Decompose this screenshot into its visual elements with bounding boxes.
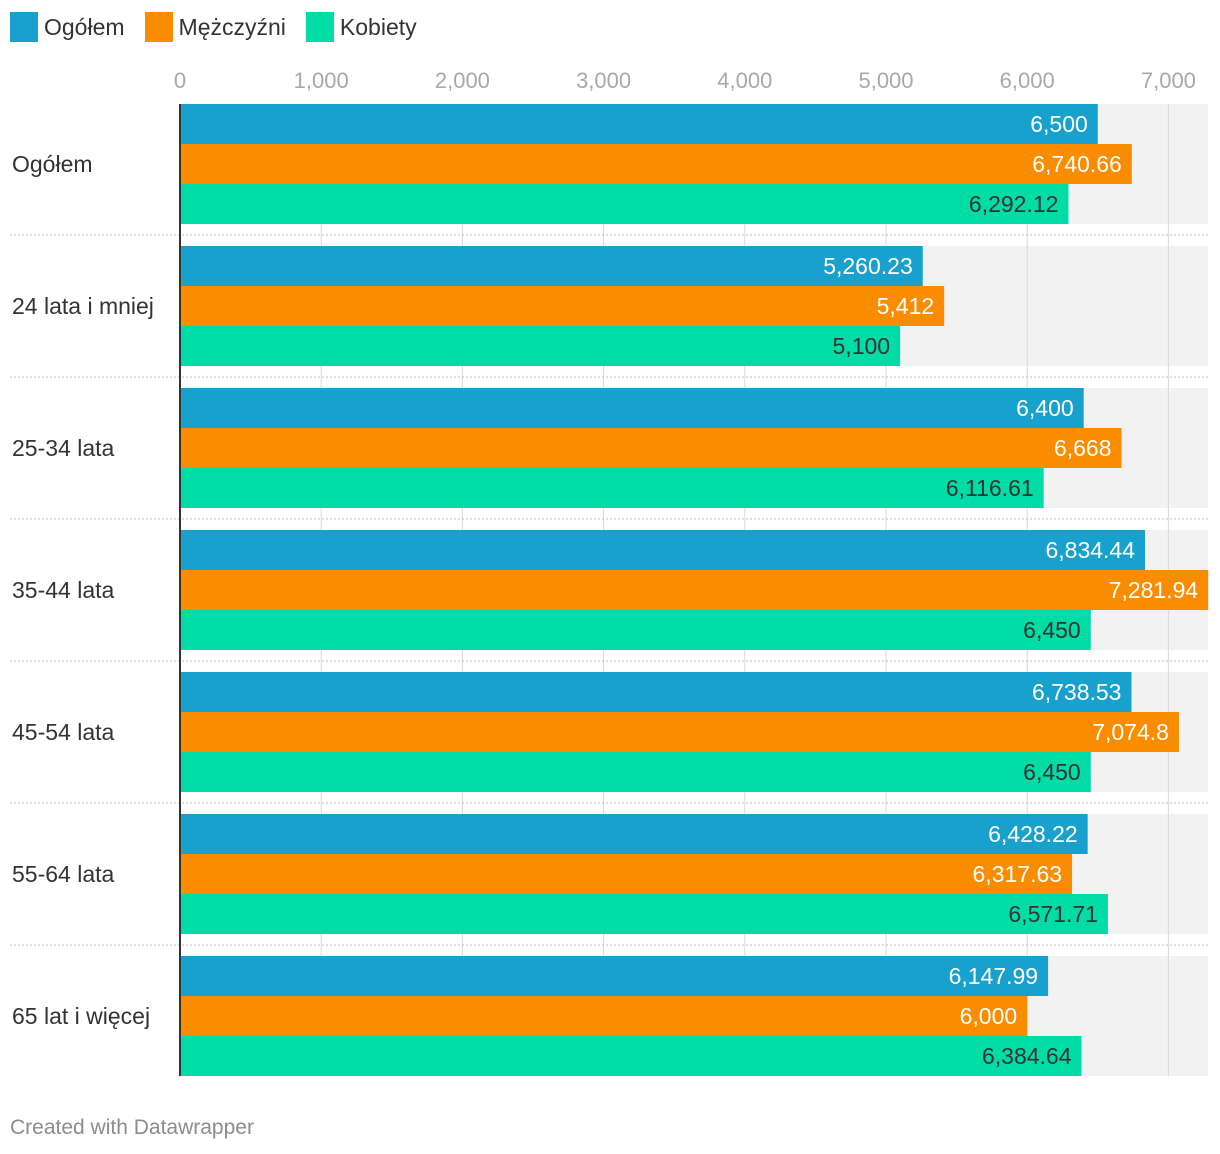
x-tick-label: 2,000 <box>435 68 490 93</box>
bar-value-label: 6,116.61 <box>946 475 1034 501</box>
bar <box>180 530 1146 570</box>
bar-value-label: 5,100 <box>833 333 891 359</box>
bar-value-label: 6,740.66 <box>1032 151 1122 177</box>
bar <box>180 286 945 326</box>
bar <box>180 104 1098 144</box>
bar <box>180 996 1028 1036</box>
legend-item-kobiety: Kobiety <box>305 12 417 42</box>
bar <box>180 712 1179 752</box>
x-tick-label: 0 <box>174 68 186 93</box>
bar-value-label: 6,384.64 <box>982 1043 1072 1069</box>
category-label: 55-64 lata <box>12 861 115 887</box>
bar-value-label: 6,450 <box>1023 759 1081 785</box>
bar <box>180 610 1091 650</box>
category-label: 24 lata i mniej <box>12 293 154 319</box>
bar <box>180 956 1049 996</box>
bar-value-label: 5,260.23 <box>823 253 913 279</box>
category-label: 25-34 lata <box>12 435 115 461</box>
legend-label-kobiety: Kobiety <box>339 13 417 40</box>
legend-swatch-kobiety <box>305 12 334 42</box>
bar-value-label: 6,450 <box>1023 617 1081 643</box>
bar-chart: 0 1,000 2,000 3,000 4,000 5,000 6,000 7,000 6,50… <box>10 68 1209 1076</box>
bar <box>180 894 1108 934</box>
bar-value-label: 6,000 <box>960 1003 1018 1029</box>
x-tick-label: 5,000 <box>858 68 913 93</box>
bar <box>180 672 1132 712</box>
footer-credit: Created with Datawrapper <box>10 1116 254 1139</box>
bar <box>180 144 1132 184</box>
legend-item-ogolem: Ogółem <box>10 12 125 42</box>
x-tick-label: 1,000 <box>294 68 349 93</box>
x-tick-label: 4,000 <box>717 68 772 93</box>
bar-value-label: 5,412 <box>877 293 935 319</box>
bar-value-label: 6,834.44 <box>1045 537 1135 563</box>
category-label: Ogółem <box>12 151 93 177</box>
bar-value-label: 6,400 <box>1016 395 1074 421</box>
bar-value-label: 6,147.99 <box>949 963 1039 989</box>
legend-item-mezczyzni: Mężczyźni <box>144 12 286 42</box>
bar <box>180 854 1073 894</box>
bar <box>180 570 1209 610</box>
bar-value-label: 6,317.63 <box>973 861 1063 887</box>
legend-label-ogolem: Ogółem <box>44 13 125 40</box>
bar <box>180 428 1122 468</box>
x-tick-label: 6,000 <box>1000 68 1055 93</box>
x-tick-label: 7,000 <box>1141 68 1196 93</box>
bar <box>180 752 1091 792</box>
bar-value-label: 6,292.12 <box>969 191 1059 217</box>
bar-value-label: 7,074.8 <box>1092 719 1169 745</box>
category-label: 65 lat i więcej <box>12 1003 150 1029</box>
bar-value-label: 7,281.94 <box>1109 577 1199 603</box>
bar-value-label: 6,500 <box>1030 111 1088 137</box>
bar <box>180 184 1069 224</box>
legend-label-mezczyzni: Mężczyźni <box>178 13 286 40</box>
bar-value-label: 6,428.22 <box>988 821 1078 847</box>
category-label: 45-54 lata <box>12 719 115 745</box>
bar-value-label: 6,738.53 <box>1032 679 1122 705</box>
bar <box>180 246 923 286</box>
x-tick-label: 3,000 <box>576 68 631 93</box>
bar <box>180 468 1044 508</box>
legend-swatch-mezczyzni <box>144 12 173 42</box>
bar-value-label: 6,571.71 <box>1008 901 1098 927</box>
bar <box>180 326 901 366</box>
bar <box>180 388 1084 428</box>
legend-swatch-ogolem <box>10 12 38 42</box>
category-label: 35-44 lata <box>12 577 115 603</box>
bar <box>180 1036 1082 1076</box>
bar <box>180 814 1088 854</box>
bar-value-label: 6,668 <box>1054 435 1112 461</box>
legend: Ogółem Mężczyźni Kobiety <box>10 10 437 44</box>
